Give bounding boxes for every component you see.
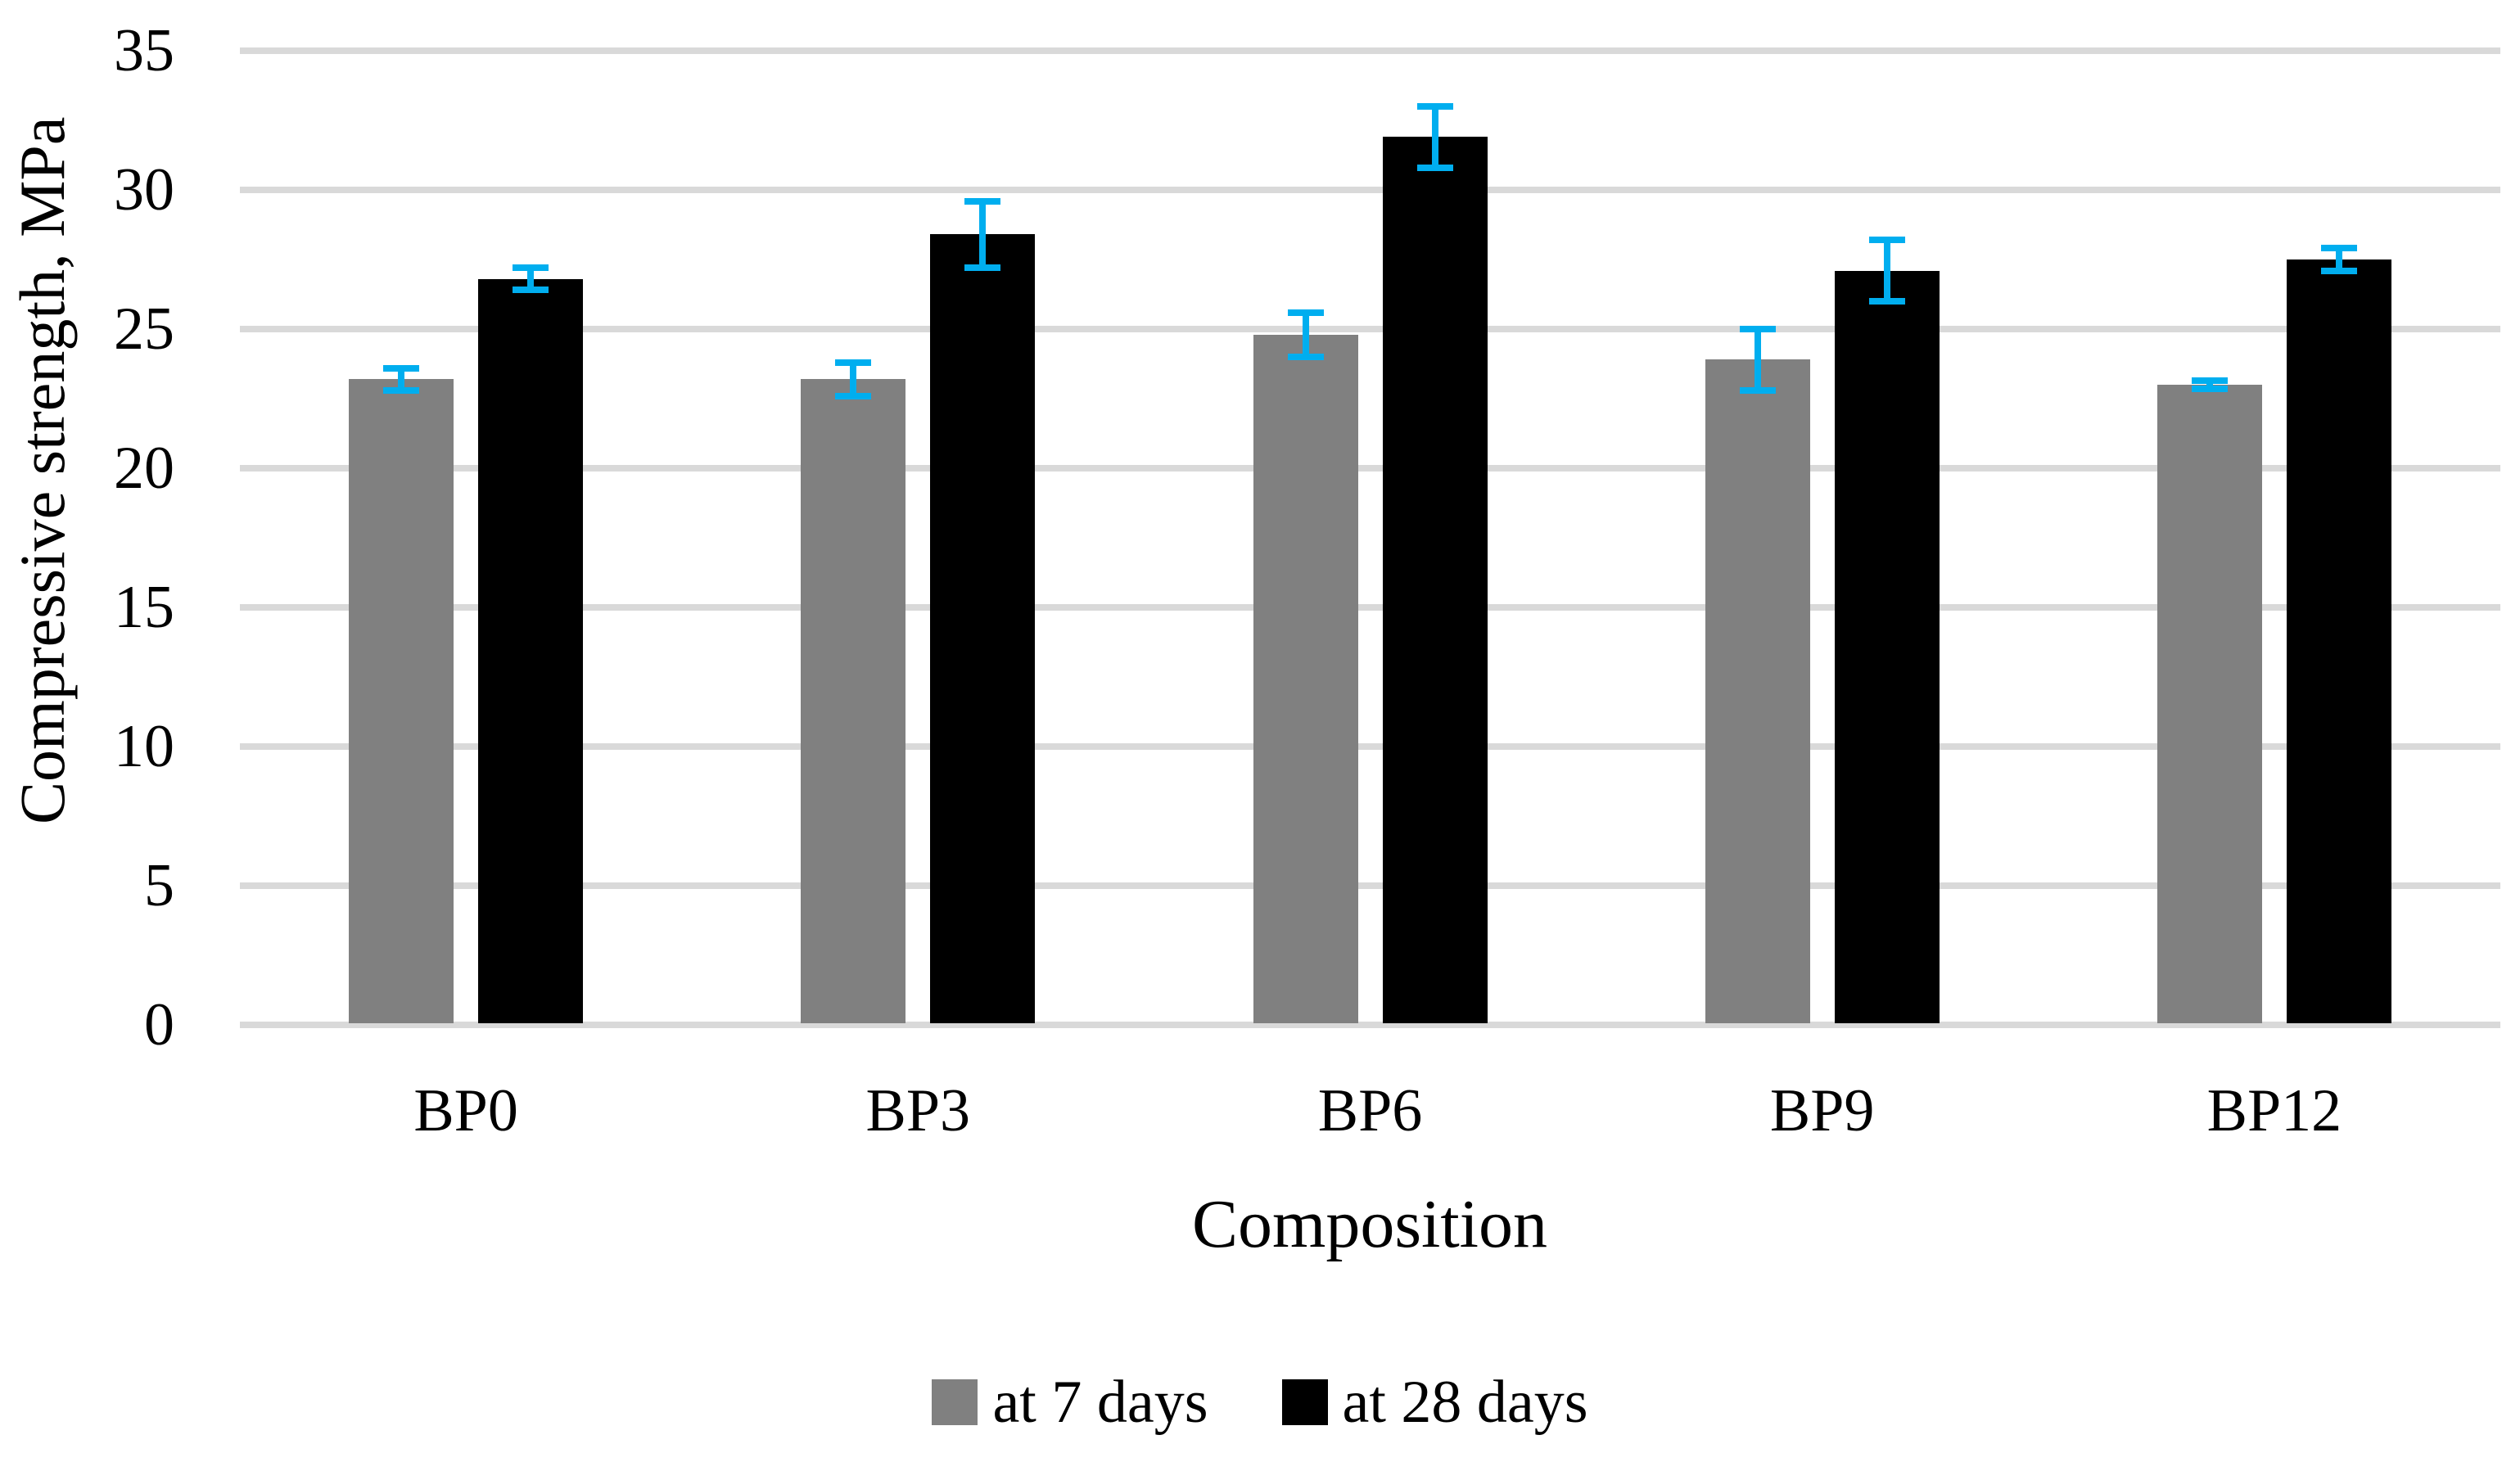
bar-at-28-days-BP12 [2286, 259, 2391, 1023]
legend-label-at-7-days: at 7 days [992, 1369, 1208, 1436]
y-tick-label-5: 5 [144, 852, 174, 919]
gridline-10 [240, 743, 2500, 750]
bar-at-7-days-BP6 [1253, 334, 1358, 1023]
error-bar-cap-top-BP9 [1739, 326, 1776, 332]
error-bar-cap-bottom-BP12 [2320, 267, 2357, 274]
bar-at-7-days-BP0 [349, 379, 454, 1023]
error-bar-at-28-days-BP9 [1883, 240, 1890, 301]
error-bar-cap-bottom-BP3 [835, 392, 872, 399]
legend: at 7 days at 28 days [0, 1365, 2520, 1439]
gridline-20 [240, 465, 2500, 472]
x-tick-label-BP12: BP12 [2206, 1077, 2342, 1144]
x-tick-label-BP9: BP9 [1769, 1077, 1875, 1144]
bar-at-7-days-BP9 [1705, 359, 1810, 1023]
y-tick-label-20: 20 [114, 435, 174, 502]
gridline-30 [240, 187, 2500, 193]
error-bar-cap-top-BP6 [1416, 103, 1453, 110]
bar-at-7-days-BP12 [2156, 385, 2262, 1023]
y-tick-label-25: 25 [114, 296, 174, 363]
error-bar-cap-bottom-BP3 [964, 264, 1001, 272]
bar-at-7-days-BP3 [801, 379, 906, 1023]
bar-at-28-days-BP3 [930, 234, 1036, 1023]
y-tick-label-35: 35 [114, 17, 174, 84]
y-tick-label-0: 0 [144, 991, 174, 1058]
error-bar-at-7-days-BP9 [1754, 329, 1761, 390]
error-bar-cap-top-BP12 [2320, 245, 2357, 252]
legend-label-at-28-days: at 28 days [1342, 1369, 1588, 1436]
error-bar-cap-bottom-BP12 [2191, 386, 2228, 393]
error-bar-at-28-days-BP0 [527, 268, 535, 291]
error-bar-at-7-days-BP3 [850, 362, 857, 396]
legend-swatch-at-7-days [932, 1379, 978, 1425]
gridline-15 [240, 604, 2500, 611]
error-bar-cap-top-BP9 [1868, 237, 1905, 244]
error-bar-cap-bottom-BP0 [513, 287, 549, 294]
error-bar-cap-bottom-BP6 [1287, 354, 1324, 360]
legend-item-at-28-days: at 28 days [1281, 1365, 1588, 1439]
x-tick-label-BP0: BP0 [413, 1077, 518, 1144]
error-bar-cap-top-BP0 [513, 264, 549, 272]
error-bar-at-7-days-BP6 [1302, 312, 1309, 357]
y-tick-label-15: 15 [114, 574, 174, 641]
error-bar-cap-bottom-BP6 [1416, 164, 1453, 171]
error-bar-cap-top-BP3 [964, 197, 1001, 205]
y-tick-label-10: 10 [114, 713, 174, 780]
error-bar-at-28-days-BP6 [1431, 106, 1438, 168]
error-bar-at-7-days-BP0 [398, 368, 405, 390]
error-bar-cap-bottom-BP9 [1739, 386, 1776, 394]
error-bar-at-28-days-BP3 [979, 201, 987, 268]
x-tick-label-BP6: BP6 [1317, 1077, 1423, 1144]
error-bar-cap-top-BP0 [383, 364, 420, 372]
gridline-35 [240, 47, 2500, 54]
error-bar-cap-bottom-BP9 [1868, 298, 1905, 305]
error-bar-cap-top-BP6 [1287, 309, 1324, 316]
gridline-5 [240, 882, 2500, 889]
x-tick-label-BP3: BP3 [865, 1077, 971, 1144]
error-bar-cap-top-BP3 [835, 359, 872, 366]
legend-item-at-7-days: at 7 days [932, 1365, 1208, 1439]
y-tick-label-30: 30 [114, 156, 174, 223]
error-bar-cap-bottom-BP0 [383, 386, 420, 394]
gridline-25 [240, 326, 2500, 332]
bar-at-28-days-BP9 [1834, 270, 1940, 1023]
bar-at-28-days-BP0 [478, 278, 584, 1023]
error-bar-at-28-days-BP12 [2335, 248, 2342, 271]
bar-at-28-days-BP6 [1382, 137, 1488, 1023]
legend-swatch-at-28-days [1281, 1379, 1328, 1425]
gridline-0 [240, 1022, 2500, 1028]
error-bar-at-7-days-BP12 [2206, 380, 2213, 390]
x-axis-title: Composition [1191, 1186, 1548, 1262]
error-bar-cap-top-BP12 [2191, 377, 2228, 384]
